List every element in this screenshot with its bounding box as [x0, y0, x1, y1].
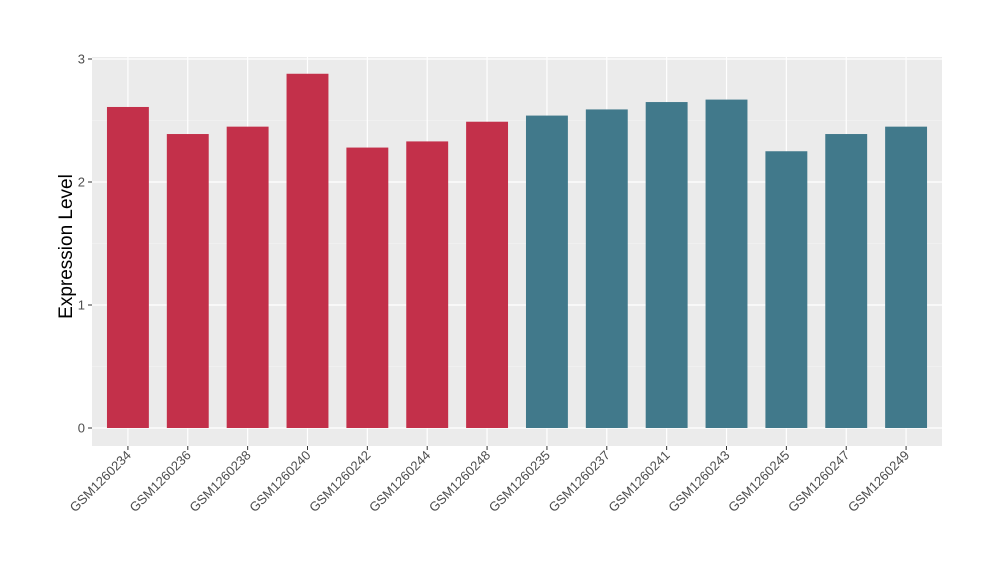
- x-tick-label: GSM1260249: [845, 448, 912, 515]
- bar-GSM1260248: [466, 121, 509, 428]
- bar-GSM1260249: [885, 126, 928, 429]
- x-tick-label: GSM1260237: [546, 448, 613, 515]
- y-axis-title: Expression Level: [56, 174, 77, 319]
- bar-GSM1260234: [106, 106, 149, 428]
- bar-GSM1260244: [406, 141, 449, 428]
- bar-GSM1260235: [525, 115, 568, 428]
- bar-GSM1260240: [286, 73, 329, 428]
- bar-GSM1260243: [705, 99, 748, 428]
- bar-GSM1260245: [765, 151, 808, 428]
- bar-GSM1260241: [645, 102, 688, 429]
- x-tick-label: GSM1260240: [246, 448, 313, 515]
- y-tick-label: 0: [78, 421, 85, 436]
- x-tick-label: GSM1260248: [426, 448, 493, 515]
- y-tick-label: 3: [78, 52, 85, 67]
- x-tick-label: GSM1260235: [486, 448, 553, 515]
- x-tick-label: GSM1260238: [186, 448, 253, 515]
- y-tick-label: 1: [78, 298, 85, 313]
- bar-GSM1260236: [166, 134, 209, 428]
- x-tick-label: GSM1260236: [127, 448, 194, 515]
- bar-GSM1260247: [825, 134, 868, 428]
- bar-GSM1260242: [346, 147, 389, 428]
- bar-GSM1260238: [226, 126, 269, 429]
- x-tick-label: GSM1260244: [366, 448, 433, 515]
- x-tick-label: GSM1260243: [665, 448, 732, 515]
- y-tick-label: 2: [78, 175, 85, 190]
- bar-GSM1260237: [585, 109, 628, 429]
- x-tick-label: GSM1260247: [785, 448, 852, 515]
- x-tick-label: GSM1260241: [605, 448, 672, 515]
- x-tick-label: GSM1260234: [67, 448, 134, 515]
- plot-panel: [92, 57, 942, 446]
- x-tick-label: GSM1260245: [725, 448, 792, 515]
- x-tick-label: GSM1260242: [306, 448, 373, 515]
